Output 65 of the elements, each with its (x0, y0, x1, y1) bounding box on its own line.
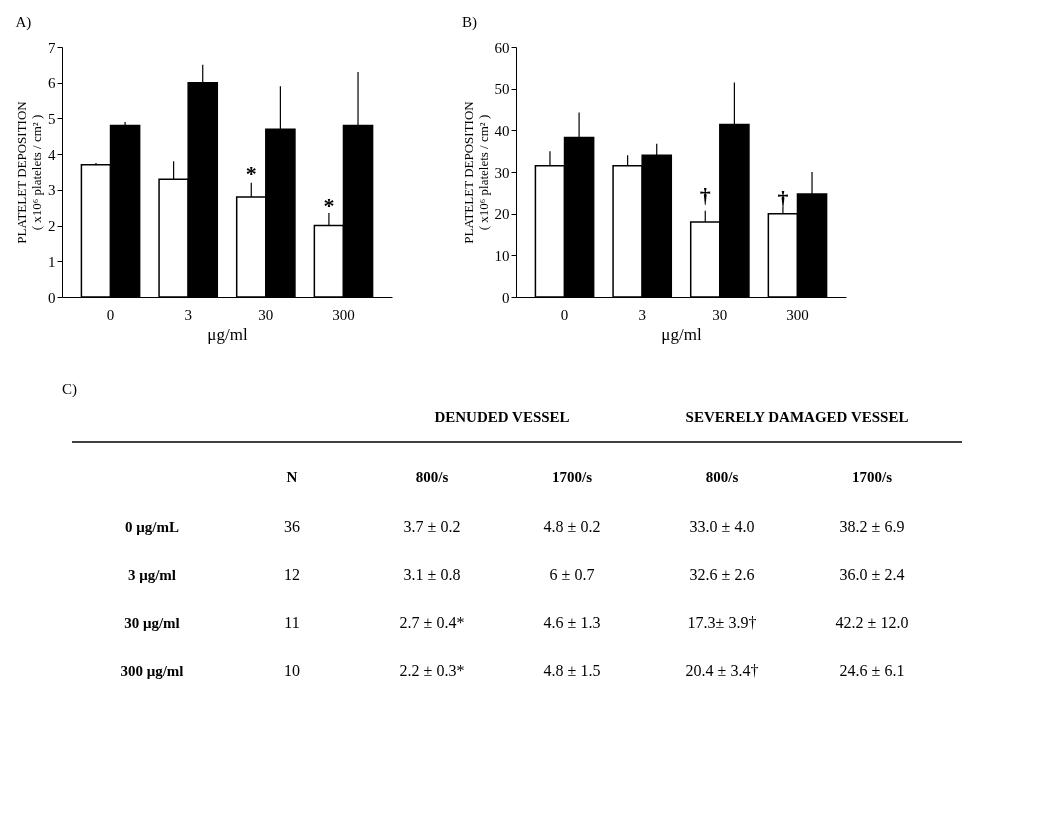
y-tick-label: 50 (494, 81, 510, 98)
text: N (286, 469, 298, 485)
x-tick-label: 30 (712, 306, 728, 323)
text: 38.2 ± 6.9 (839, 518, 905, 535)
text: 3.1 ± 0.8 (403, 566, 461, 583)
x-tick-label: 30 (258, 306, 274, 323)
text: DENUDED VESSEL (434, 409, 570, 425)
text: 33.0 ± 4.0 (689, 518, 755, 535)
text: C) (62, 381, 77, 398)
y-tick-label: 7 (48, 39, 56, 56)
text: 11 (284, 614, 300, 631)
text: 800/s (705, 469, 739, 485)
text: 4.8 ± 0.2 (543, 518, 601, 535)
y-axis-title: PLATELET DEPOSITION ( x10⁶ platelets / cm² ) (14, 100, 44, 244)
y-tick-label: 1 (48, 253, 56, 270)
text: 17.3± 3.9† (687, 614, 757, 631)
text: 0 μg/mL (125, 519, 179, 535)
text: 30 μg/ml (124, 615, 180, 631)
x-tick-label: 3 (184, 306, 192, 323)
y-tick-label: 20 (494, 206, 510, 223)
y-axis-title: PLATELET DEPOSITION ( x10⁶ platelets / cm² ) (460, 100, 491, 244)
text: 1700/s (851, 469, 893, 485)
text: 800/s (415, 469, 449, 485)
y-tick-label: 60 (494, 39, 510, 56)
chart-title: A) (15, 14, 32, 31)
text: SEVERELY DAMAGED VESSEL (685, 409, 909, 425)
x-axis-title: μg/ml (661, 324, 702, 344)
text: 32.6 ± 2.6 (689, 566, 755, 583)
y-tick-label: 40 (494, 122, 510, 139)
text: 36.0 ± 2.4 (839, 566, 905, 583)
y-tick-label: 30 (494, 164, 510, 181)
y-tick-label: 0 (48, 289, 56, 306)
text: 10 (284, 662, 300, 679)
x-tick-label: 0 (560, 306, 569, 323)
annotation: * (245, 160, 257, 186)
x-tick-label: 3 (638, 306, 646, 323)
text: 2.2 ± 0.3* (399, 662, 465, 679)
text: 42.2 ± 12.0 (835, 614, 909, 631)
text: 300 μg/ml (120, 663, 184, 679)
chart-title: B) (462, 14, 477, 31)
y-tick-label: 4 (48, 146, 56, 163)
text: 36 (284, 518, 300, 535)
y-tick-label: 10 (494, 247, 510, 264)
text: 4.6 ± 1.3 (543, 614, 601, 631)
text: 6 ± 0.7 (549, 566, 595, 583)
annotation: † (699, 182, 711, 208)
text: 2.7 ± 0.4* (399, 614, 465, 631)
annotation: * (323, 192, 335, 218)
text: 20.4 ± 3.4† (685, 662, 759, 679)
x-tick-label: 300 (786, 306, 809, 323)
y-tick-label: 2 (48, 218, 56, 235)
text: 24.6 ± 6.1 (839, 662, 905, 679)
text: 4.8 ± 1.5 (543, 662, 601, 679)
y-tick-label: 0 (502, 289, 510, 306)
annotation: † (777, 186, 789, 212)
x-tick-label: 0 (106, 306, 115, 323)
y-tick-label: 5 (48, 110, 56, 127)
x-tick-label: 300 (332, 306, 355, 323)
text: 12 (284, 566, 300, 583)
text: 3.7 ± 0.2 (403, 518, 461, 535)
y-tick-label: 6 (48, 75, 56, 92)
x-axis-title: μg/ml (207, 324, 248, 344)
y-tick-label: 3 (48, 182, 56, 199)
text: 3 μg/ml (127, 567, 177, 583)
text: 1700/s (551, 469, 593, 485)
